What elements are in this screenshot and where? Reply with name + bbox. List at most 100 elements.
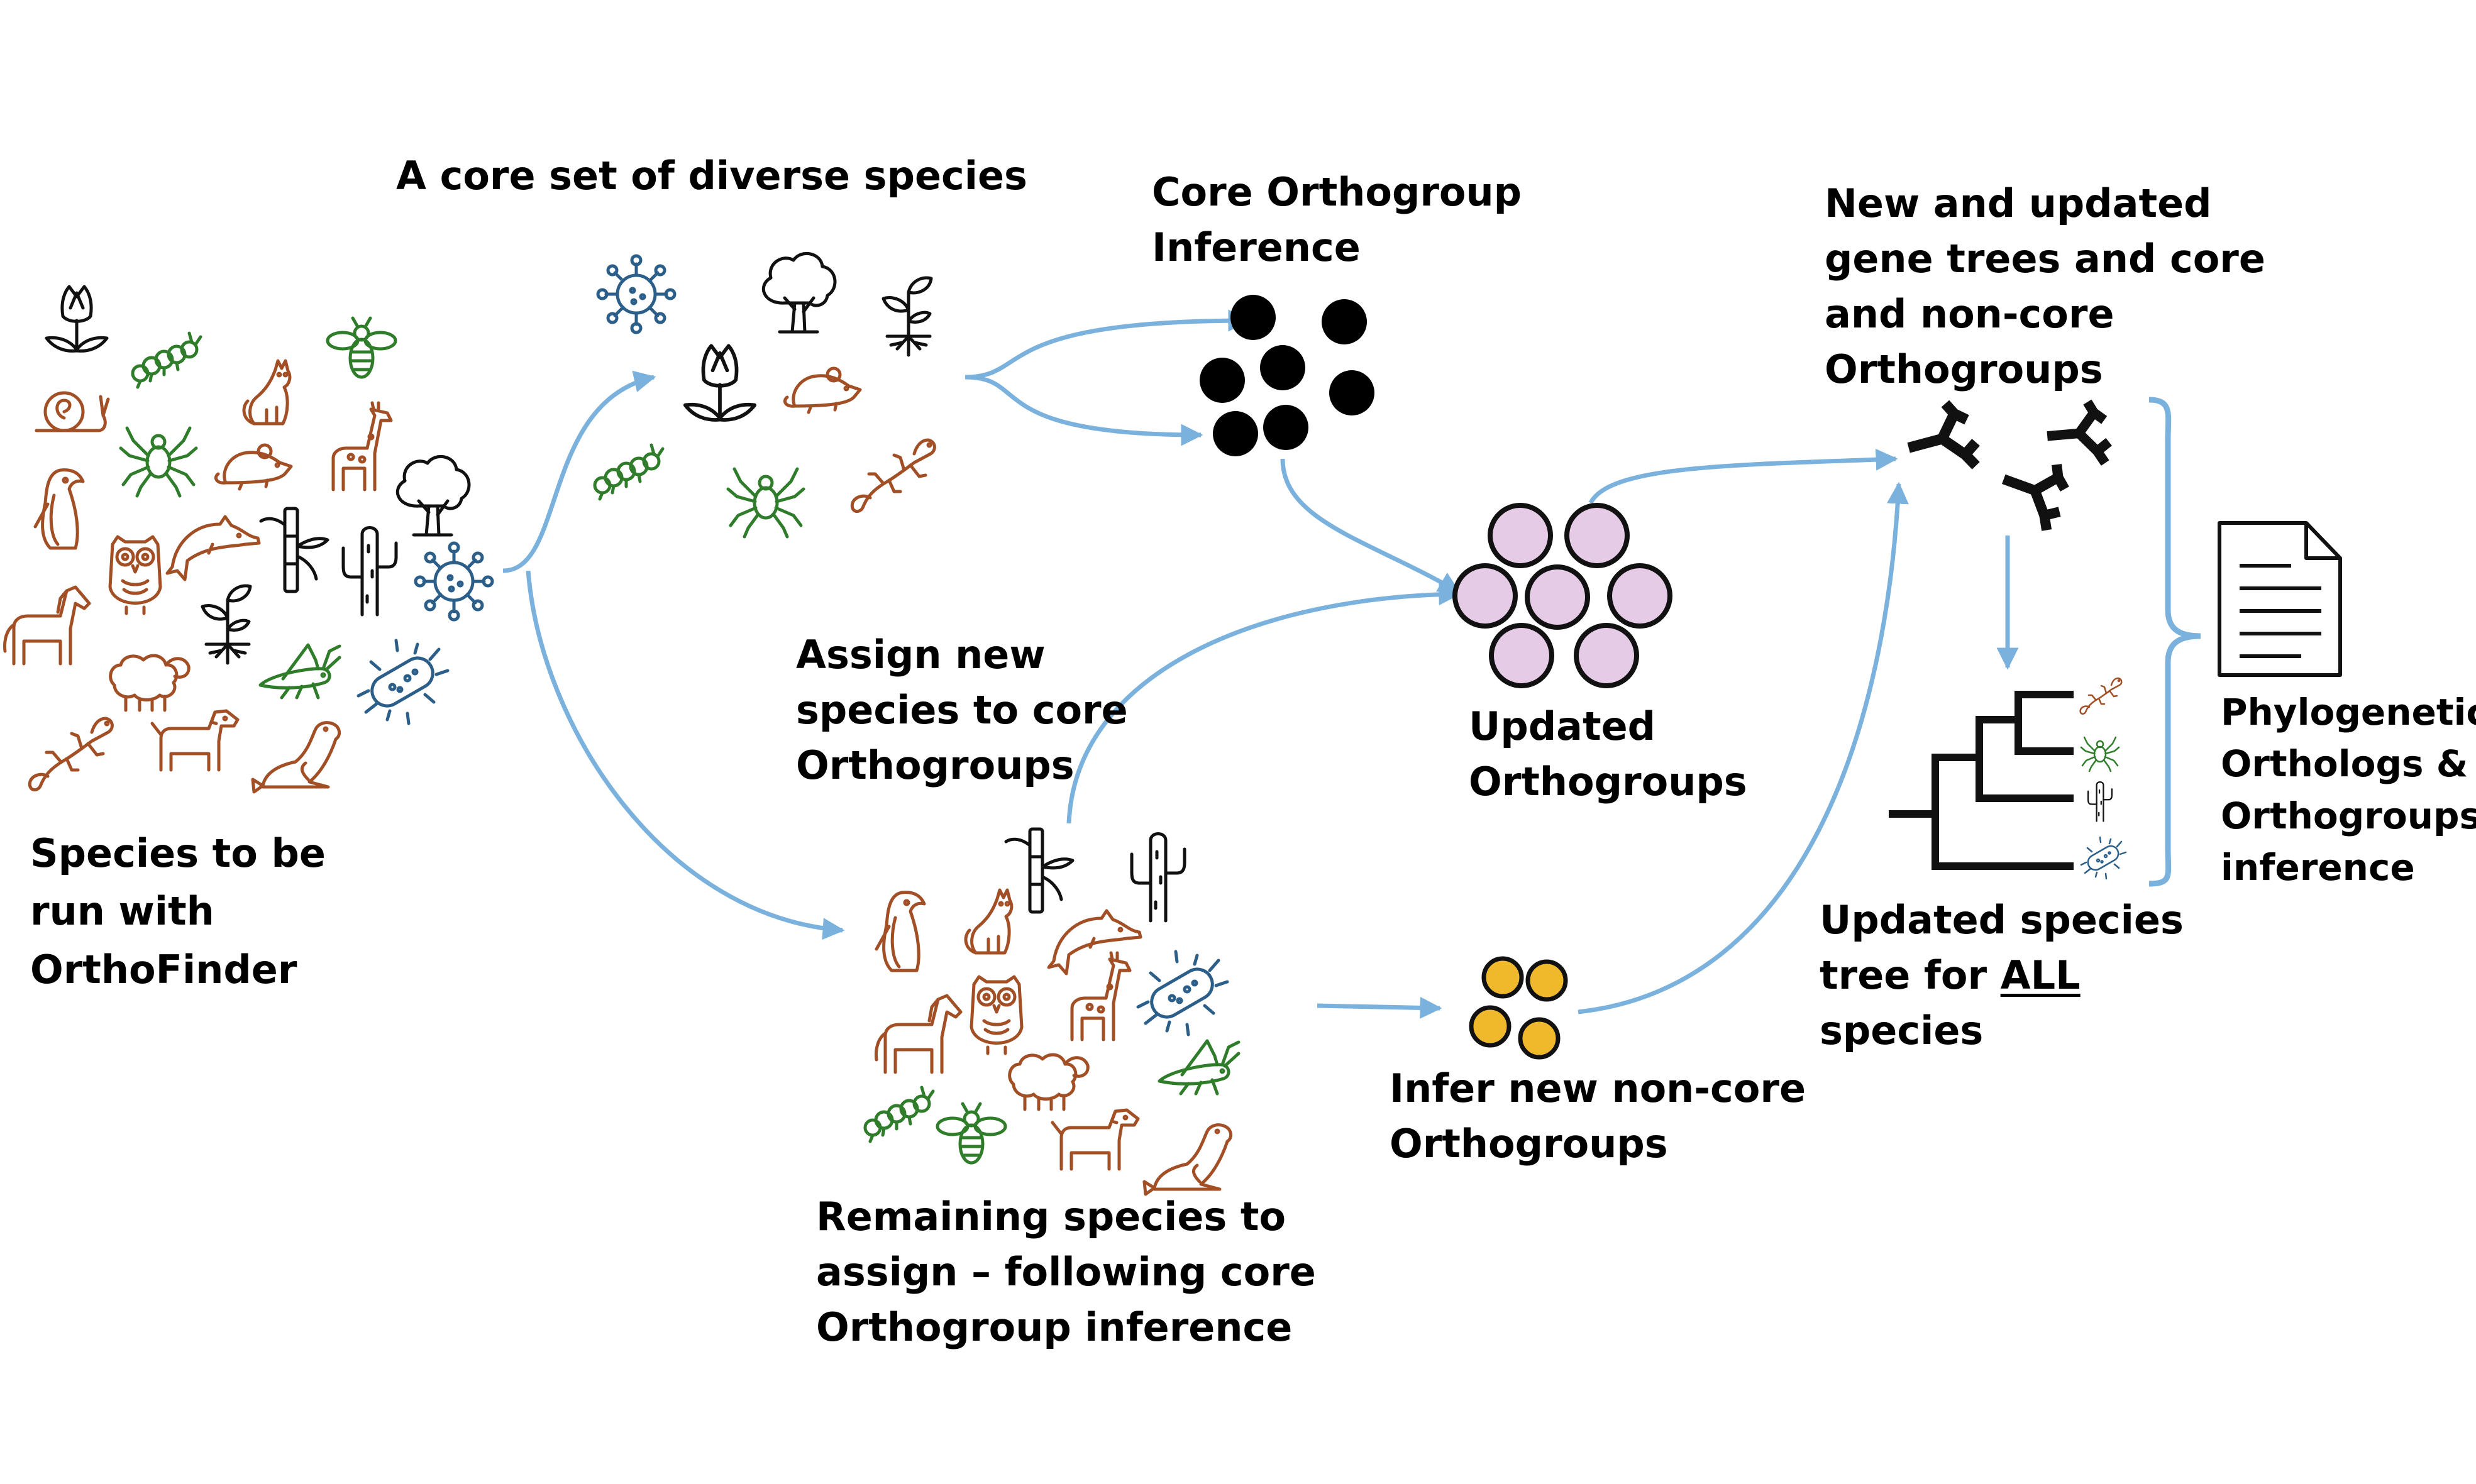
dog-icon: [1053, 1110, 1138, 1169]
lizard-icon: [2081, 678, 2122, 714]
tree-icon: [763, 253, 835, 332]
label-line: Remaining species to: [816, 1189, 1316, 1245]
label-line: Orthogroup inference: [816, 1300, 1316, 1355]
snail-icon: [36, 393, 108, 431]
orthogroup-dot: [1329, 370, 1374, 415]
owl-icon: [971, 977, 1022, 1053]
label-line: species: [1820, 1003, 2184, 1058]
species-tree: [1893, 695, 2070, 866]
horse-icon: [876, 996, 961, 1072]
penguin-icon: [35, 470, 83, 548]
label-line: Orthologs &: [2221, 738, 2476, 789]
arrow-core-lower: [965, 377, 1201, 435]
orthogroup-circle: [1567, 505, 1627, 566]
orthogroup-dot: [1200, 358, 1245, 403]
label-line: Core Orthogroup: [1152, 165, 1522, 220]
label-line: Updated species: [1820, 893, 2184, 948]
rat-icon: [216, 445, 291, 489]
label-line: and non-core: [1825, 287, 2265, 342]
noncore-orthogroup: [1528, 962, 1566, 999]
arrow-updated-to-genetrees: [1591, 459, 1896, 503]
species-to-run-label: Species to be run with OrthoFinder: [30, 825, 326, 999]
orthogroup-circle: [1527, 567, 1588, 627]
orthogroup-dot: [1322, 299, 1367, 344]
label-line: OrthoFinder: [30, 941, 326, 999]
caterpillar-icon: [595, 445, 663, 499]
label-line: Inference: [1152, 220, 1522, 275]
infer-noncore-label: Infer new non-core Orthogroups: [1390, 1061, 1806, 1172]
label-line: Infer new non-core: [1390, 1061, 1806, 1116]
rat-icon: [785, 368, 860, 412]
bacterium-icon: [2081, 837, 2126, 879]
species-tree-tips: [2081, 678, 2126, 879]
sapling-icon: [202, 586, 250, 663]
spider-icon: [2081, 737, 2119, 771]
arrow-core-to-updated: [1283, 459, 1459, 592]
label-line: assign – following core: [816, 1245, 1316, 1300]
gene-tree-icon: [1900, 398, 1982, 481]
caterpillar-icon: [865, 1087, 933, 1141]
cat-icon: [244, 361, 290, 424]
label-line: run with: [30, 882, 326, 940]
bacterium-icon: [1138, 952, 1227, 1035]
orthogroup-circle: [1490, 505, 1550, 566]
remaining-species-cluster: [865, 829, 1239, 1194]
cactus-icon: [343, 528, 396, 615]
giraffe-icon: [1072, 953, 1130, 1040]
cat-icon: [966, 890, 1012, 953]
orthogroup-dot: [1260, 345, 1305, 390]
orthogroup-dot: [1213, 411, 1258, 456]
horse-icon: [5, 587, 89, 664]
label-emphasis: ALL: [2001, 952, 2081, 998]
label-line: species to core: [796, 683, 1128, 738]
updated-species-tree-label: Updated species tree for ALL species: [1820, 893, 2184, 1058]
dolphin-icon: [167, 517, 259, 580]
updated-orthogroups-label: Updated Orthogroups: [1469, 699, 1747, 810]
owl-icon: [110, 537, 160, 613]
noncore-orthogroup: [1520, 1020, 1558, 1057]
orthogroup-dot: [1263, 405, 1308, 450]
core-inference-label: Core Orthogroup Inference: [1152, 165, 1522, 275]
tree-icon: [397, 456, 469, 535]
label-line: gene trees and core: [1825, 231, 2265, 287]
virus-icon: [598, 256, 675, 333]
remaining-species-label: Remaining species to assign – following …: [816, 1189, 1316, 1355]
arrow-to-remaining: [528, 571, 843, 930]
bamboo-icon: [1006, 829, 1073, 912]
core-set-label: A core set of diverse species: [396, 148, 1027, 204]
label-line: inference: [2221, 842, 2476, 893]
lizard-icon: [852, 440, 934, 512]
new-gene-trees-label: New and updated gene trees and core and …: [1825, 176, 2265, 397]
orthogroup-circle: [1576, 625, 1637, 686]
orthogroup-circle: [1610, 566, 1670, 626]
assign-new-label: Assign new species to core Orthogroups: [796, 627, 1128, 793]
bee-icon: [937, 1104, 1005, 1163]
label-line: Orthogroups: [1469, 754, 1747, 810]
virus-icon: [416, 543, 492, 620]
noncore-orthogroup: [1484, 959, 1522, 996]
caterpillar-icon: [133, 333, 201, 387]
arrow-remaining-to-noncore: [1317, 1006, 1440, 1008]
noncore-orthogroup: [1471, 1008, 1509, 1045]
orthogroup-dot: [1230, 295, 1276, 340]
tulip-icon: [685, 346, 754, 420]
label-line: Updated: [1469, 699, 1747, 754]
bacterium-icon: [358, 640, 448, 723]
label-line: A core set of diverse species: [396, 148, 1027, 204]
label-line: Assign new: [796, 627, 1128, 683]
orthogroup-circle: [1491, 625, 1552, 686]
grasshopper-icon: [260, 645, 340, 698]
cactus-icon: [1132, 834, 1185, 921]
label-line: Orthogroups: [1825, 342, 2265, 397]
dog-icon: [152, 711, 238, 770]
bee-icon: [328, 318, 395, 377]
label-line: Orthogroups: [796, 738, 1128, 793]
seal-icon: [253, 723, 340, 792]
cactus-icon: [2088, 782, 2112, 821]
bracket: [2149, 400, 2201, 884]
core-species-cluster: [595, 253, 934, 537]
sheep-icon: [1010, 1055, 1088, 1109]
label-line: Orthogroups: [1390, 1116, 1806, 1172]
document-icon: [2219, 523, 2340, 675]
phylogenetic-output-label: Phylogenetic Orthologs & Orthogroups inf…: [2221, 686, 2476, 893]
